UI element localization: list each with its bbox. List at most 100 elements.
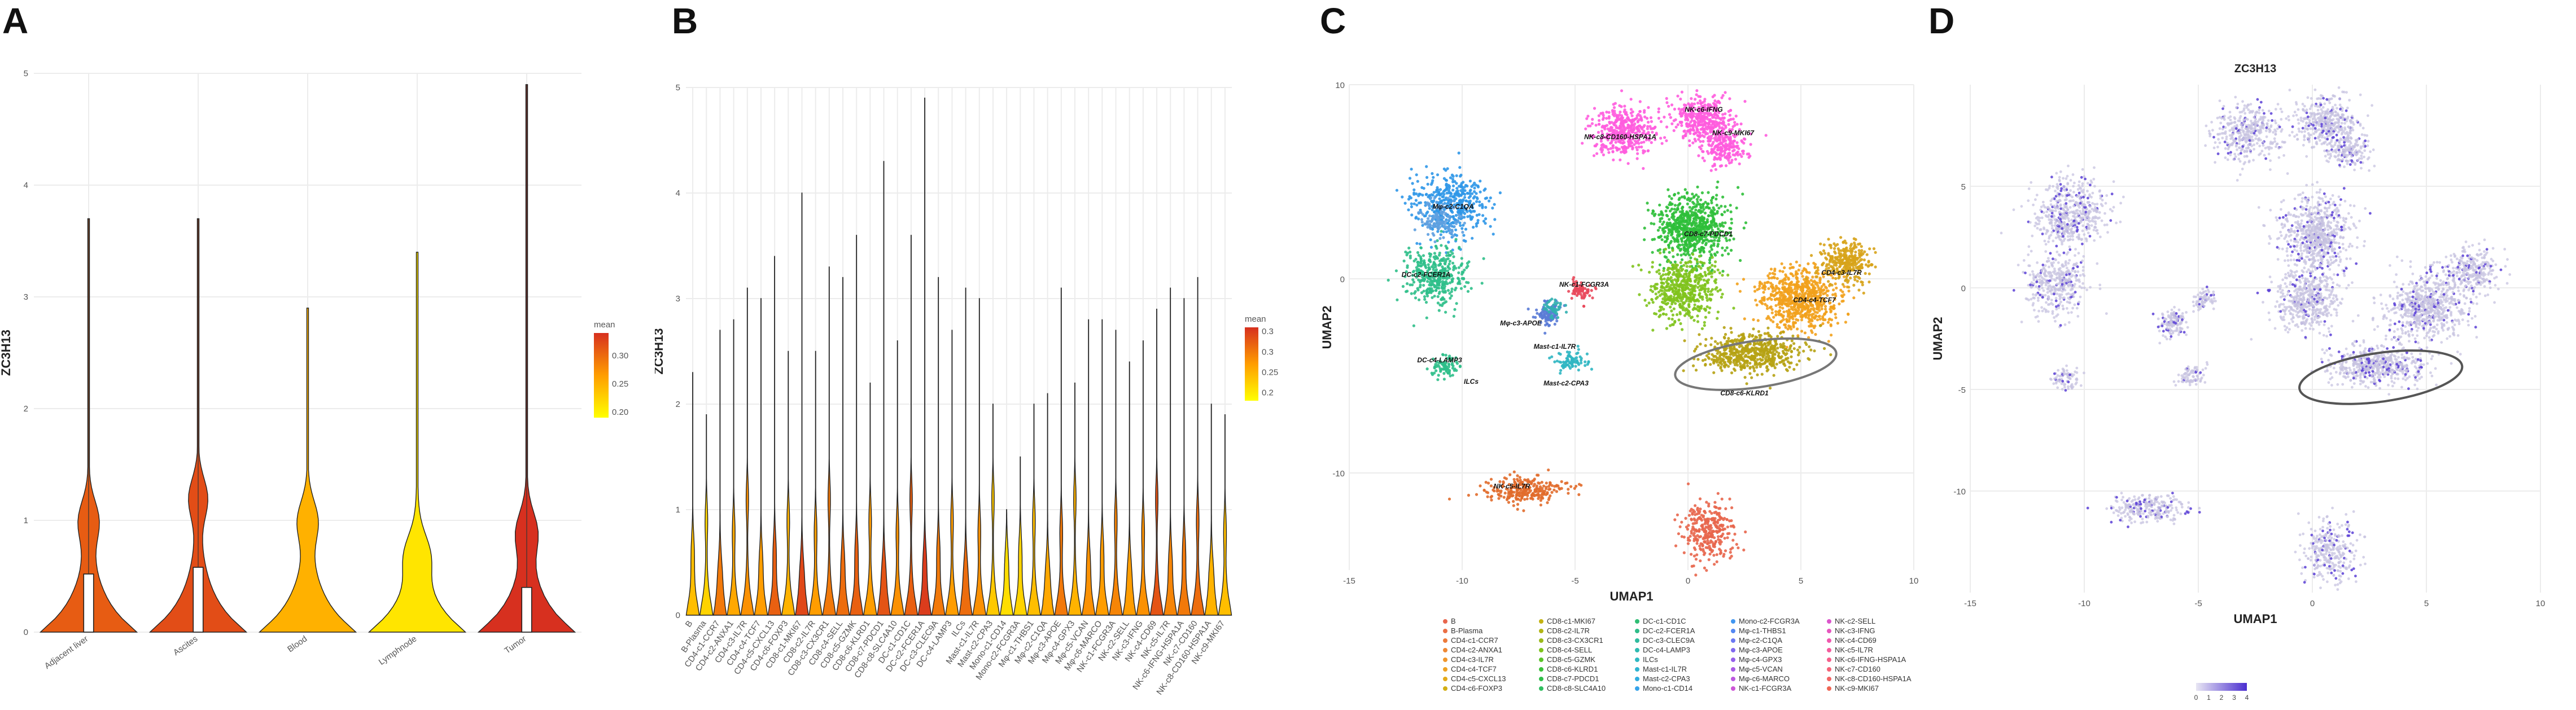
cell-point <box>1461 191 1464 194</box>
cell-point <box>1733 238 1735 240</box>
cell-point <box>1874 251 1877 254</box>
cell-point <box>1550 356 1553 358</box>
cell-point <box>1842 283 1844 286</box>
cell-point <box>1438 198 1441 200</box>
cell-point <box>1806 284 1809 287</box>
cell-point <box>1646 201 1648 204</box>
violin-CD4-c4-TCF7 <box>754 299 767 615</box>
cell-point <box>1437 222 1440 225</box>
cell-point <box>1410 292 1413 295</box>
cell-point <box>1611 150 1614 153</box>
cell-point <box>1694 138 1696 141</box>
cell-point <box>1728 148 1731 151</box>
cell-point <box>1704 283 1707 286</box>
cell-point <box>1759 281 1761 283</box>
cell-point <box>1737 151 1739 154</box>
cell-point <box>1691 290 1694 292</box>
cell-point <box>1434 245 1437 248</box>
cell-point <box>1697 274 1700 277</box>
cell-point <box>1689 288 1691 291</box>
cell-point <box>1705 226 1708 229</box>
cell-point <box>1737 186 1739 189</box>
cell-point <box>1481 214 1484 217</box>
cell-point <box>1827 238 1830 240</box>
cell-point <box>1843 262 1846 265</box>
cell-point <box>1717 310 1720 313</box>
cell-point <box>1711 149 1713 152</box>
cell-point <box>1819 324 1822 327</box>
cell-point <box>1714 340 1717 343</box>
cell-point <box>1625 120 1628 123</box>
cell-point <box>1689 245 1691 248</box>
cell-point <box>1687 277 1690 280</box>
cell-point <box>1722 225 1725 227</box>
cell-point <box>1674 261 1677 264</box>
cell-point <box>1428 207 1431 210</box>
cell-point <box>1674 263 1677 266</box>
cell-point <box>1665 313 1668 316</box>
cell-point <box>1418 201 1420 204</box>
cell-point <box>1425 193 1428 196</box>
cell-point <box>1668 246 1670 249</box>
cell-point <box>1659 220 1661 223</box>
cell-point <box>1697 124 1700 127</box>
cell-point <box>1823 243 1826 246</box>
cell-point <box>1766 332 1769 335</box>
cell-point <box>1682 212 1685 215</box>
cell-point <box>1769 319 1772 322</box>
cell-point <box>1466 185 1468 187</box>
cell-point <box>1707 269 1710 271</box>
cell-point <box>1433 196 1436 199</box>
cell-point <box>1627 162 1630 165</box>
cell-point <box>1729 109 1732 112</box>
cell-point <box>1720 151 1723 154</box>
cell-point <box>1694 132 1697 134</box>
violin-DC-c1-CD1C <box>904 235 917 615</box>
cell-point <box>1845 247 1848 249</box>
cell-point <box>1455 187 1458 190</box>
cell-point <box>1661 290 1664 292</box>
cell-point <box>1842 300 1845 303</box>
cell-point <box>1663 293 1666 296</box>
cell-point <box>1636 152 1639 155</box>
cell-point <box>1459 224 1462 227</box>
cell-point <box>1694 209 1697 212</box>
cell-point <box>1668 317 1670 320</box>
cell-point <box>1778 270 1781 273</box>
cell-point <box>1801 316 1804 319</box>
cell-point <box>1698 255 1701 257</box>
cell-point <box>1434 369 1437 372</box>
cell-point <box>1666 214 1669 217</box>
cell-point <box>1414 217 1417 220</box>
cell-point <box>1712 211 1715 214</box>
cell-point <box>1572 361 1575 363</box>
cell-point <box>1780 280 1783 283</box>
cell-point <box>1676 95 1679 98</box>
cell-point <box>1415 199 1418 201</box>
cell-point <box>1696 198 1699 201</box>
cell-point <box>1665 327 1668 330</box>
cell-point <box>1473 190 1476 193</box>
cell-point <box>1647 209 1650 212</box>
cell-point <box>1620 129 1622 132</box>
violin-Blood <box>260 308 356 632</box>
cell-point <box>1671 231 1674 234</box>
cell-point <box>1707 287 1710 290</box>
cell-point <box>1708 271 1711 274</box>
y-tick-label: 3 <box>24 292 28 302</box>
cell-point <box>1659 314 1661 317</box>
cell-point <box>1412 189 1415 191</box>
cell-point <box>1698 307 1701 310</box>
cell-point <box>1793 305 1796 308</box>
cell-point <box>1768 272 1771 275</box>
cell-point <box>1695 308 1698 310</box>
cell-point <box>1709 363 1712 366</box>
cell-point <box>1795 261 1798 264</box>
cell-point <box>1656 283 1659 286</box>
cell-point <box>1433 365 1436 368</box>
cell-point <box>1805 306 1808 309</box>
cell-point <box>1437 301 1440 304</box>
cell-point <box>1687 197 1690 200</box>
cell-point <box>1760 299 1763 302</box>
cell-point <box>1613 112 1616 115</box>
